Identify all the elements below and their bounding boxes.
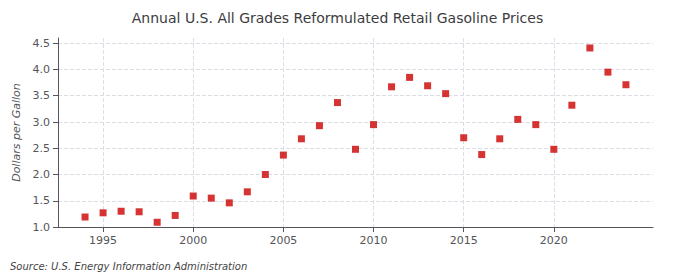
svg-text:2.5: 2.5 [33,142,51,155]
svg-text:2015: 2015 [450,234,478,247]
svg-text:2020: 2020 [540,234,568,247]
svg-text:2005: 2005 [269,234,297,247]
svg-text:Dollars per Gallon: Dollars per Gallon [10,83,23,182]
svg-text:1995: 1995 [89,234,117,247]
svg-text:3.0: 3.0 [33,116,51,129]
svg-text:1.0: 1.0 [33,221,51,234]
svg-text:1.5: 1.5 [33,194,51,207]
svg-text:2000: 2000 [179,234,207,247]
svg-text:4.0: 4.0 [33,63,51,76]
svg-text:2010: 2010 [360,234,388,247]
svg-text:Annual U.S. All Grades Reformu: Annual U.S. All Grades Reformulated Reta… [132,10,543,26]
svg-text:3.5: 3.5 [33,89,51,102]
svg-text:2.0: 2.0 [33,168,51,181]
svg-text:Source: U.S. Energy Informatio: Source: U.S. Energy Information Administ… [10,261,247,272]
svg-text:4.5: 4.5 [33,37,51,50]
